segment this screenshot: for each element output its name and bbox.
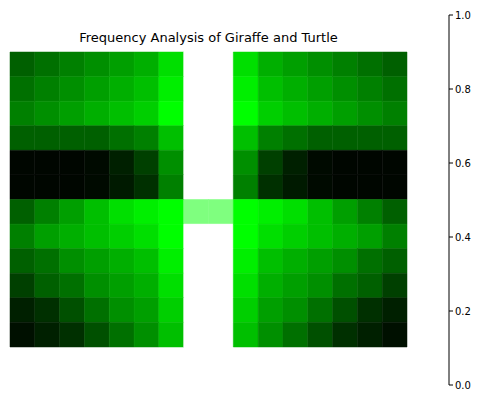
svg-text:0.2: 0.2: [455, 306, 471, 317]
svg-text:1.0: 1.0: [455, 10, 471, 21]
svg-text:0.0: 0.0: [455, 380, 471, 391]
svg-text:0.8: 0.8: [455, 84, 471, 95]
svg-text:0.6: 0.6: [455, 158, 471, 169]
svg-text:0.4: 0.4: [455, 232, 471, 243]
html-text:Frequency Analysis of Giraffe: Frequency Analysis of Giraffe and Turtle: [79, 30, 338, 45]
